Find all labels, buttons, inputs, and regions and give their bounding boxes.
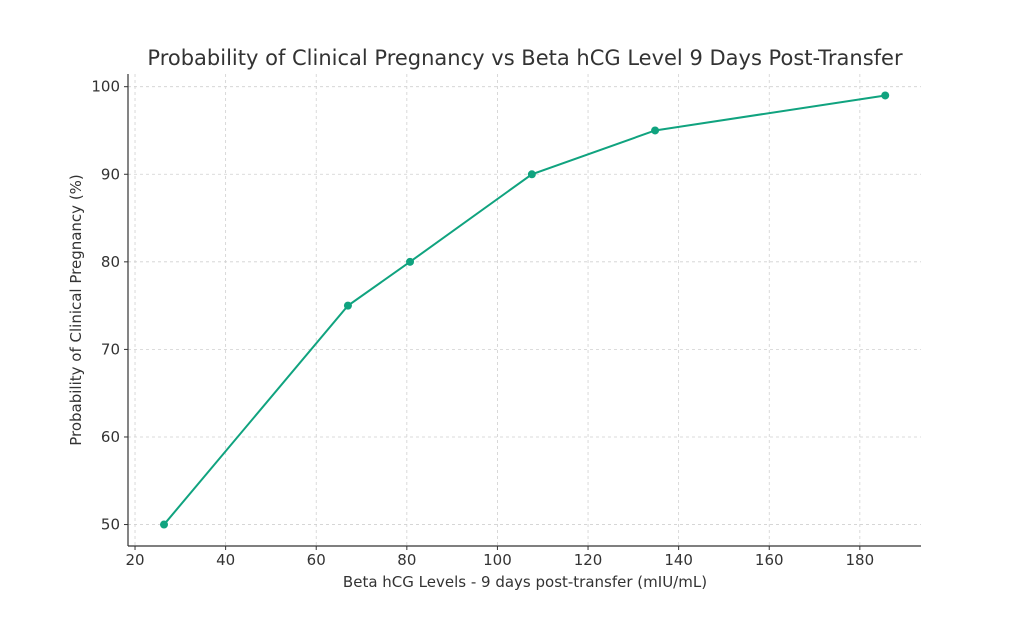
data-point (881, 91, 890, 100)
y-tick-label: 100 (91, 78, 120, 96)
y-axis-label: Probability of Clinical Pregnancy (%) (67, 174, 85, 446)
x-tick-label: 80 (397, 551, 416, 569)
data-point (160, 520, 169, 529)
y-tick-label: 90 (101, 165, 120, 183)
grid (128, 74, 921, 546)
chart-title: Probability of Clinical Pregnancy vs Bet… (147, 46, 903, 70)
data-point (527, 170, 536, 179)
x-tick-label: 60 (307, 551, 326, 569)
x-tick-label: 120 (574, 551, 603, 569)
x-tick-label: 160 (755, 551, 784, 569)
data-point (406, 257, 415, 266)
y-tick-label: 70 (101, 340, 120, 358)
x-axis-label: Beta hCG Levels - 9 days post-transfer (… (343, 573, 707, 591)
y-tick-label: 50 (101, 516, 120, 534)
axes (127, 74, 921, 547)
y-tick-label: 60 (101, 428, 120, 446)
x-tick-label: 140 (664, 551, 693, 569)
series (160, 91, 890, 529)
series-line (163, 94, 886, 526)
x-tick-label: 100 (483, 551, 512, 569)
x-tick-label: 20 (125, 551, 144, 569)
data-point (343, 301, 352, 310)
x-tick-label: 180 (846, 551, 875, 569)
data-point (651, 126, 660, 135)
ticks: 20 40 60 80 100 120 140 160 180 50 60 70 80 90 100 (91, 78, 874, 569)
y-tick-label: 80 (101, 253, 120, 271)
x-tick-label: 40 (216, 551, 235, 569)
